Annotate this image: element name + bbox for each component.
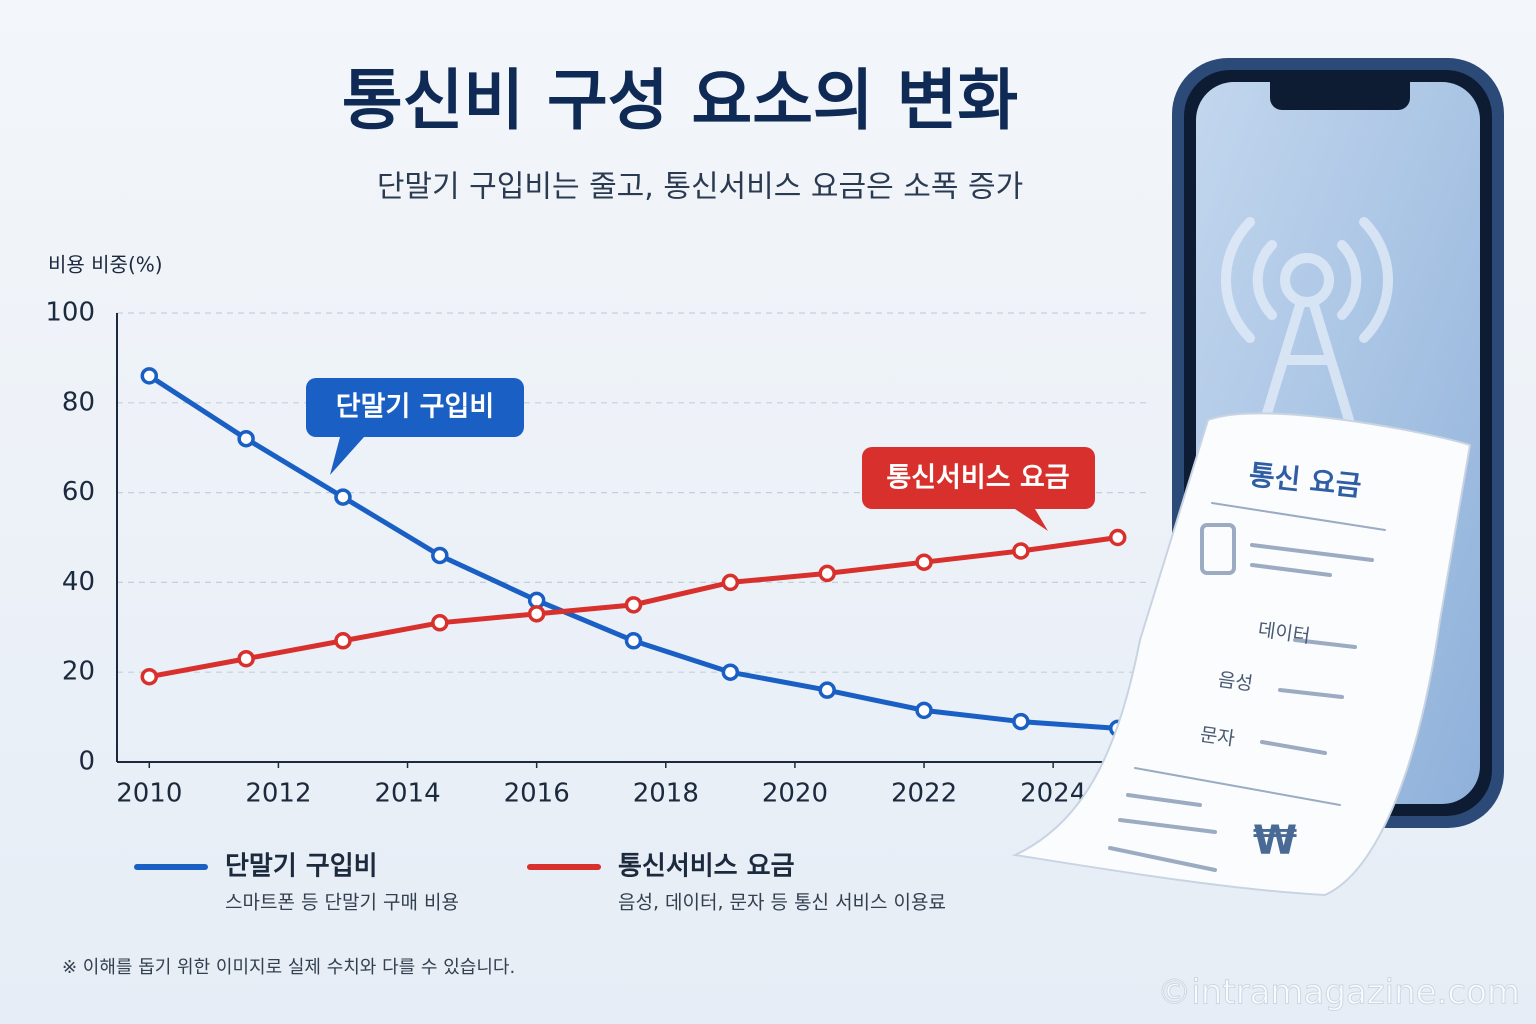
legend-description: 스마트폰 등 단말기 구매 비용: [225, 892, 459, 914]
chart-title: 통신비 구성 요소의 변화: [342, 62, 1018, 139]
x-tick-label: 2022: [891, 779, 957, 809]
data-point: [431, 546, 449, 565]
data-point: [624, 632, 643, 650]
data-point: [818, 564, 836, 583]
data-point: [140, 367, 159, 385]
data-point: [527, 605, 546, 623]
data-point: [721, 573, 740, 592]
x-tick-label: 2020: [762, 779, 828, 809]
callout-text: 통신서비스 요금: [886, 463, 1069, 494]
data-point: [1012, 712, 1030, 731]
x-tick-label: 2014: [374, 779, 440, 809]
data-point: [140, 667, 159, 686]
data-point: [1012, 542, 1030, 560]
x-tick-label: 2016: [504, 779, 570, 809]
y-tick-label: 20: [62, 657, 95, 687]
y-axis-label: 비용 비중(%): [48, 253, 163, 277]
plot-area: 0 20 40 60 80 100 2010 2012 2014 2016 2018 2020 2022…: [45, 298, 1150, 809]
footnote: ※ 이해를 돕기 위한 이미지로 실제 수치와 다를 수 있습니다.: [62, 957, 515, 978]
legend-label: 단말기 구입비: [225, 852, 378, 882]
data-point: [334, 632, 352, 650]
callout-text: 단말기 구입비: [336, 392, 494, 423]
callout-box: [862, 447, 1095, 531]
x-tick-label: 2018: [633, 779, 699, 809]
x-tick-label: 2024: [1020, 779, 1086, 809]
data-point: [624, 596, 643, 614]
watermark: ©intramagazine.com: [1157, 973, 1520, 1013]
data-point: [237, 649, 255, 668]
data-point: [334, 488, 352, 506]
y-tick-label: 80: [62, 387, 95, 417]
callouts: 단말기 구입비 통신서비스 요금: [306, 378, 1095, 531]
y-tick-label: 40: [62, 567, 95, 597]
data-point: [237, 429, 255, 448]
data-point: [915, 553, 933, 571]
receipt-illustration: 통신 요금 데이터 음성 문자 ₩: [1011, 412, 1472, 897]
x-tick-label: 2012: [245, 779, 311, 809]
receipt-item: 음성: [1217, 669, 1255, 696]
data-point: [915, 701, 933, 720]
y-tick-label: 100: [45, 298, 95, 328]
data-point: [721, 663, 740, 681]
x-tick-label: 2010: [116, 779, 182, 809]
callout-box: [306, 378, 524, 475]
receipt-currency: ₩: [1253, 818, 1297, 864]
data-point: [818, 681, 836, 699]
receipt-item: 문자: [1199, 724, 1237, 751]
y-tick-label: 60: [62, 477, 95, 507]
chart-subtitle: 단말기 구입비는 줄고, 통신서비스 요금은 소폭 증가: [377, 170, 1023, 205]
y-tick-label: 0: [78, 747, 95, 777]
data-point: [1108, 528, 1127, 547]
data-point: [431, 614, 449, 632]
legend-label: 통신서비스 요금: [618, 852, 795, 882]
legend-description: 음성, 데이터, 문자 등 통신 서비스 이용료: [618, 892, 946, 914]
